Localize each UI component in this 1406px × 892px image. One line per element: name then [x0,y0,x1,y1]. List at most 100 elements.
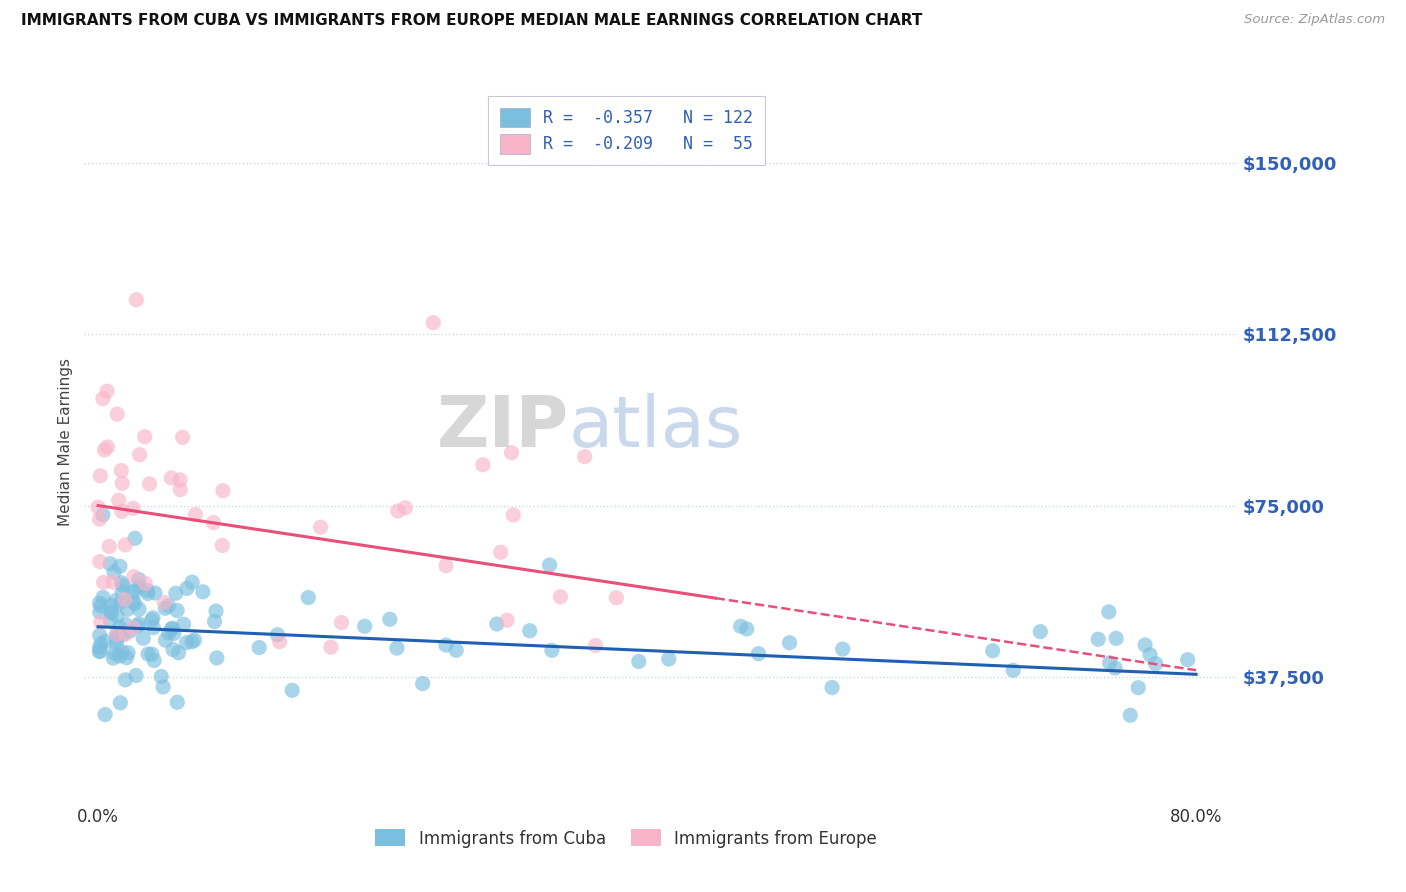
Point [114,673,136,687]
Point [735,622,758,636]
Point [627,655,650,669]
Point [89,468,111,483]
Point [89,644,111,658]
Point [981,644,1004,658]
Point [1119,708,1142,723]
Point [212,483,235,498]
Point [96,384,118,399]
Point [1104,661,1126,675]
Point [412,676,434,690]
Point [538,558,561,572]
Point [112,579,135,593]
Point [501,445,523,459]
Point [117,646,139,660]
Point [152,680,174,694]
Point [96,440,118,454]
Point [105,632,128,646]
Point [108,648,131,663]
Text: IMMIGRANTS FROM CUBA VS IMMIGRANTS FROM EUROPE MEDIAN MALE EARNINGS CORRELATION : IMMIGRANTS FROM CUBA VS IMMIGRANTS FROM … [21,13,922,29]
Point [585,639,607,653]
Point [118,624,141,639]
Point [107,493,129,508]
Point [89,628,111,642]
Point [496,613,519,627]
Point [422,316,444,330]
Point [266,628,288,642]
Point [117,602,139,616]
Point [747,647,769,661]
Point [658,652,681,666]
Point [1133,638,1156,652]
Point [136,647,159,661]
Point [101,575,124,590]
Point [1029,624,1052,639]
Point [124,585,146,599]
Point [103,646,125,660]
Point [163,626,186,640]
Point [183,633,205,648]
Point [100,606,122,620]
Point [121,584,143,599]
Point [444,643,467,657]
Point [173,617,195,632]
Point [1128,681,1150,695]
Point [108,559,131,574]
Point [110,464,132,478]
Point [110,595,132,609]
Point [353,619,375,633]
Point [115,617,138,632]
Point [89,640,111,655]
Point [128,580,150,594]
Point [471,458,494,472]
Point [136,586,159,600]
Point [125,293,148,307]
Point [108,620,131,634]
Point [1087,632,1109,647]
Point [378,612,401,626]
Point [89,596,111,610]
Point [91,392,114,406]
Point [1144,657,1167,671]
Point [155,601,177,615]
Point [105,407,128,421]
Point [90,637,112,651]
Legend: Immigrants from Cuba, Immigrants from Europe: Immigrants from Cuba, Immigrants from Eu… [367,821,886,856]
Point [202,516,225,530]
Point [779,636,801,650]
Point [176,582,198,596]
Point [89,555,111,569]
Point [128,573,150,587]
Point [138,477,160,491]
Point [142,611,165,625]
Point [1098,656,1121,670]
Point [89,605,111,619]
Point [94,634,117,648]
Point [100,605,122,619]
Point [111,476,134,491]
Point [90,615,112,630]
Point [128,602,150,616]
Point [184,508,207,522]
Point [191,584,214,599]
Point [153,596,176,610]
Point [176,636,198,650]
Point [157,599,180,613]
Point [297,591,319,605]
Point [136,583,159,598]
Point [172,430,194,444]
Point [87,500,110,515]
Point [105,636,128,650]
Point [204,615,226,629]
Point [134,430,156,444]
Point [115,650,138,665]
Point [394,500,416,515]
Point [114,538,136,552]
Point [160,471,183,485]
Point [821,681,844,695]
Point [181,634,204,648]
Point [211,539,233,553]
Point [122,501,145,516]
Point [111,504,134,518]
Point [330,615,353,630]
Point [134,576,156,591]
